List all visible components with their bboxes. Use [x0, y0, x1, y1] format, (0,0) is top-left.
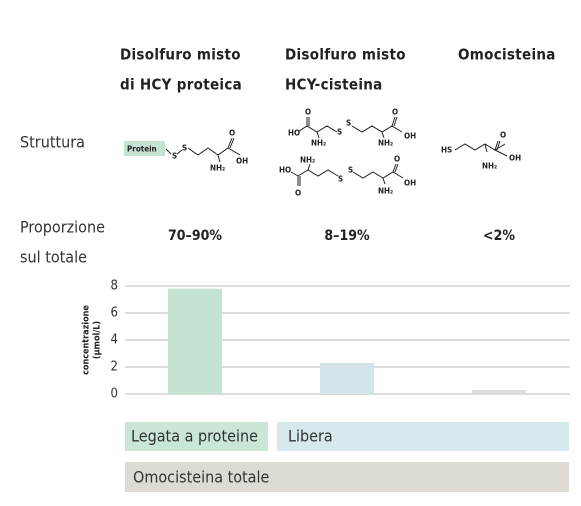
- bar: [472, 389, 526, 394]
- atom-label: S: [338, 175, 343, 184]
- band: [277, 422, 569, 451]
- atom-label: NH₂: [311, 139, 326, 148]
- band-label: Omocisteina totale: [133, 468, 269, 487]
- atom-label: NH₂: [378, 187, 393, 196]
- structure: Protein S S O OH NH₂: [124, 129, 248, 173]
- column-header: HCY-cisteina: [285, 76, 383, 94]
- atom-label: S: [346, 119, 351, 128]
- atom-label: OH: [404, 179, 416, 188]
- atom-label: O: [305, 108, 311, 117]
- bar: [168, 288, 222, 394]
- column-header: di HCY proteica: [120, 76, 242, 94]
- atom-label: NH₂: [300, 156, 315, 165]
- atom-label: NH₂: [378, 139, 393, 148]
- band-label: Libera: [288, 427, 333, 446]
- bar: [320, 362, 374, 394]
- structure: HS O OH NH₂: [441, 131, 521, 171]
- atom-label: HO: [288, 129, 300, 138]
- row-label: Struttura: [20, 133, 85, 152]
- atom-label: HS: [441, 146, 452, 155]
- y-axis-label: (μmol/L): [93, 321, 103, 359]
- proportion: <2%: [483, 228, 515, 244]
- band: [125, 422, 268, 451]
- atom-label: O: [295, 189, 301, 198]
- y-tick-label: 0: [111, 387, 118, 402]
- column-header: Disolfuro misto: [120, 46, 241, 64]
- atom-label: HO: [279, 166, 291, 175]
- row-label: sul totale: [20, 248, 87, 267]
- band-label: Legata a proteine: [131, 427, 258, 446]
- atom-label: Protein: [127, 145, 157, 154]
- y-tick-label: 8: [111, 279, 118, 294]
- atom-label: S: [337, 128, 342, 137]
- y-tick-label: 4: [111, 333, 118, 348]
- y-tick-label: 2: [111, 360, 118, 375]
- atom-label: OH: [509, 154, 521, 163]
- structure: O HO S S NH₂ O OH NH₂: [288, 108, 416, 148]
- atom-label: NH₂: [482, 162, 497, 171]
- protein-box: [124, 141, 165, 156]
- atom-label: O: [229, 129, 235, 138]
- atom-label: O: [500, 131, 506, 140]
- atom-label: O: [392, 108, 398, 117]
- atom-label: S: [348, 166, 353, 175]
- band: [125, 462, 569, 492]
- atom-label: O: [394, 155, 400, 164]
- atom-label: OH: [236, 157, 248, 166]
- y-axis-label: concentrazione: [82, 305, 92, 375]
- atom-label: S: [182, 144, 187, 153]
- column-header: Omocisteina: [458, 46, 556, 64]
- proportion: 8–19%: [324, 228, 370, 244]
- column-header: Disolfuro misto: [285, 46, 406, 64]
- atom-label: OH: [404, 132, 416, 141]
- atom-label: NH₂: [210, 164, 225, 173]
- proportion: 70–90%: [168, 228, 222, 244]
- row-label: Proporzione: [20, 218, 105, 237]
- atom-label: S: [172, 152, 177, 161]
- structure: NH₂ HO O S S O OH NH₂: [279, 155, 416, 198]
- y-tick-label: 6: [111, 306, 118, 321]
